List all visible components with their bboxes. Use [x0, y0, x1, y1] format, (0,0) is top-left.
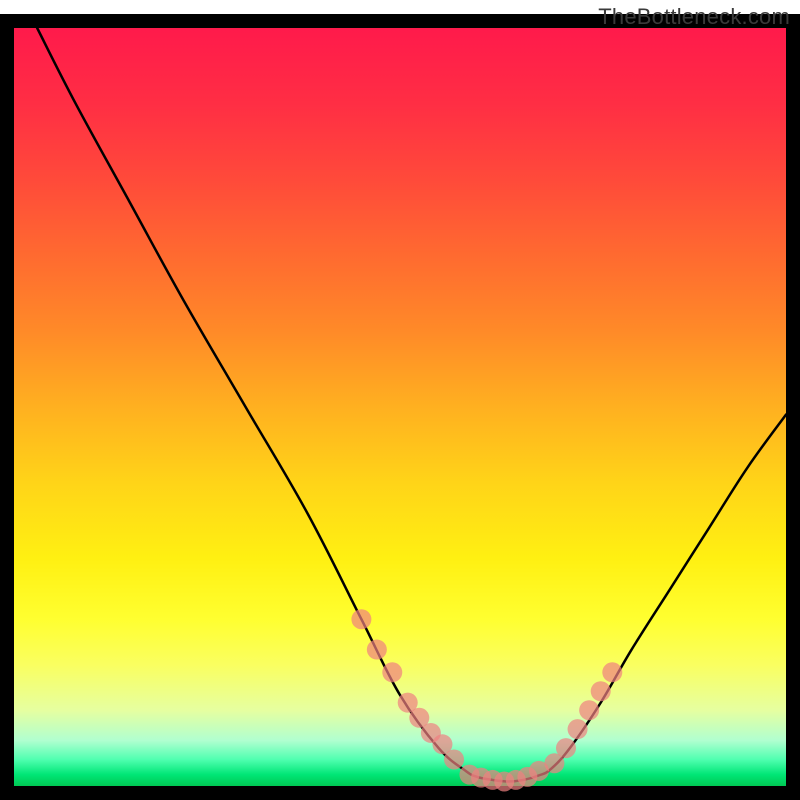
marker-point — [579, 700, 599, 720]
figure-container: TheBottleneck.com — [0, 0, 800, 800]
bottleneck-chart — [0, 0, 800, 800]
marker-point — [602, 662, 622, 682]
watermark-text: TheBottleneck.com — [598, 4, 790, 30]
marker-point — [444, 749, 464, 769]
marker-point — [382, 662, 402, 682]
marker-point — [568, 719, 588, 739]
marker-point — [367, 640, 387, 660]
marker-point — [591, 681, 611, 701]
marker-point — [556, 738, 576, 758]
marker-point — [351, 609, 371, 629]
